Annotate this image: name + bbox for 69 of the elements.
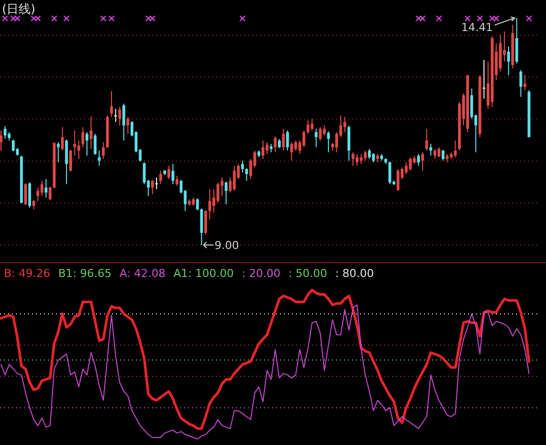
text: B: 49.26 bbox=[4, 267, 50, 280]
candlestick bbox=[86, 132, 88, 156]
candlestick bbox=[224, 181, 228, 205]
candlestick bbox=[433, 148, 436, 160]
candlestick bbox=[4, 126, 6, 140]
annotation: 14.41 bbox=[461, 21, 493, 34]
candlestick bbox=[442, 149, 444, 162]
candlestick bbox=[69, 149, 72, 172]
candlestick bbox=[425, 128, 428, 152]
candlestick bbox=[114, 108, 118, 123]
candlestick bbox=[294, 140, 298, 152]
candlestick bbox=[159, 170, 162, 185]
candlestick bbox=[60, 126, 64, 152]
text: A1: 100.00 bbox=[174, 267, 234, 280]
candlestick bbox=[81, 126, 84, 148]
candlestick bbox=[40, 180, 44, 196]
candlestick bbox=[0, 130, 2, 152]
candlestick bbox=[200, 208, 203, 246]
candlestick bbox=[372, 152, 375, 163]
candlestick bbox=[44, 178, 48, 198]
candlestick bbox=[327, 130, 330, 153]
candlestick bbox=[65, 139, 68, 185]
candlestick bbox=[172, 164, 174, 185]
candlestick bbox=[167, 165, 170, 180]
candlestick bbox=[216, 182, 220, 204]
annotation: 9.00 bbox=[214, 239, 240, 252]
candlestick bbox=[245, 168, 248, 182]
candlestick bbox=[306, 120, 310, 134]
candlestick bbox=[417, 153, 420, 166]
candlestick bbox=[102, 142, 105, 160]
candlestick bbox=[151, 179, 154, 195]
text: : 20.00 bbox=[242, 267, 280, 280]
candlestick bbox=[356, 153, 358, 166]
candlestick bbox=[519, 70, 522, 98]
candlestick bbox=[262, 140, 264, 160]
candlestick bbox=[348, 124, 350, 162]
text: A: 42.08 bbox=[120, 267, 166, 280]
candlestick bbox=[286, 130, 289, 152]
candlestick bbox=[290, 142, 294, 162]
candlestick bbox=[204, 210, 208, 236]
candlestick bbox=[266, 142, 268, 154]
candlestick bbox=[429, 143, 432, 156]
candlestick bbox=[310, 118, 314, 131]
candlestick bbox=[396, 168, 400, 192]
chart-title: (日线) bbox=[2, 2, 36, 16]
candlestick bbox=[482, 59, 486, 100]
candlestick bbox=[302, 130, 306, 148]
candlestick bbox=[421, 152, 424, 172]
candlestick bbox=[24, 182, 27, 206]
candlestick bbox=[507, 46, 510, 76]
candlestick bbox=[110, 90, 113, 118]
candlestick bbox=[94, 133, 97, 156]
candlestick bbox=[404, 162, 408, 175]
candlestick bbox=[241, 160, 244, 173]
candlestick bbox=[438, 146, 440, 158]
candlestick bbox=[48, 186, 52, 201]
candlestick bbox=[352, 152, 354, 166]
candlestick bbox=[368, 148, 371, 160]
candlestick bbox=[176, 175, 178, 186]
candlestick bbox=[126, 116, 130, 134]
text: : 80.00 bbox=[335, 267, 374, 280]
candlestick bbox=[196, 198, 199, 211]
text: B1: 96.65 bbox=[58, 267, 112, 280]
candlestick bbox=[155, 176, 158, 190]
text: : 50.00 bbox=[288, 267, 328, 280]
candlestick bbox=[142, 162, 146, 185]
candlestick bbox=[90, 116, 92, 150]
candlestick bbox=[524, 74, 526, 91]
candlestick bbox=[282, 128, 285, 152]
